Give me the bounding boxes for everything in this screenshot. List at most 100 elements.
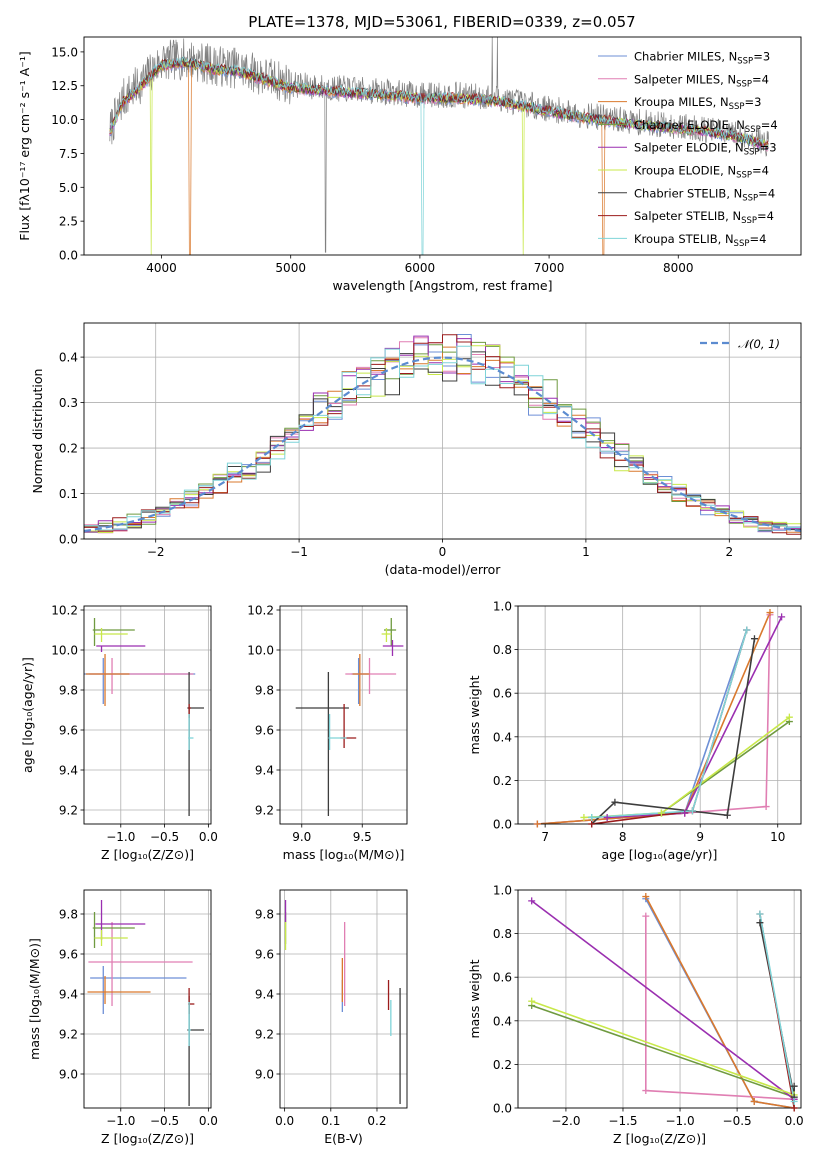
errorbar-point-7 (340, 704, 357, 748)
x-tick-label: 8 (619, 830, 627, 844)
errorbar-point-1 (88, 922, 193, 1006)
x-tick-label: 9.5 (353, 830, 372, 844)
y-tick-label: 9.6 (59, 724, 78, 738)
series-marker-2 (750, 1097, 758, 1105)
x-tick-label: 0 (439, 545, 447, 559)
y-tick-label: 9.2 (255, 804, 274, 818)
y-tick-label: 9.8 (59, 684, 78, 698)
legend-eq: = (760, 141, 770, 155)
legend-sep: , (726, 186, 733, 200)
series-marker-6 (750, 635, 758, 643)
x-tick-label: 10 (770, 830, 785, 844)
x-tick-label: −1.0 (106, 1114, 135, 1128)
axes-frame-spectrum (83, 36, 802, 256)
legend-nssp-sub: SSP (745, 125, 761, 135)
errorbar-point-0 (84, 658, 196, 704)
legend-nssp-value: 4 (768, 186, 775, 200)
grid-age-vs-Z (84, 606, 211, 824)
y-tick-label: 2.5 (59, 215, 78, 229)
legend-nssp-prefix: N (720, 95, 729, 109)
x-tick-label: 7000 (534, 261, 565, 275)
y-tick-label: 9.6 (255, 948, 274, 962)
y-tick-label: 0.2 (493, 1058, 512, 1072)
x-tick-label: −1.0 (106, 830, 135, 844)
axes-frame-age-vs-mass (279, 605, 408, 825)
x-axis-label: Z [log₁₀(Z/Z⊙)] (613, 1131, 706, 1146)
errorbar-point-6 (187, 996, 204, 1106)
legend-nssp-prefix: N (735, 141, 744, 155)
series-marker-6 (756, 919, 764, 927)
legend-entry: Kroupa ELODIE, NSSP=4 (634, 164, 769, 181)
y-tick-label: 0.6 (493, 687, 512, 701)
legend-eq: = (749, 232, 759, 246)
series-marker-6 (790, 1082, 798, 1090)
residual-histogram-5 (84, 344, 801, 533)
legend-eq: = (758, 186, 768, 200)
chart-residuals: −2 −1 0 1 2 0.0 0.1 0.2 0.3 0.4 (data-model)/error… (30, 322, 802, 577)
y-tick-label: 9.8 (255, 684, 274, 698)
series-line-0 (537, 629, 748, 824)
grid-mass-vs-Z (84, 890, 211, 1108)
residual-histogram-8 (84, 345, 801, 532)
series-line-2 (645, 896, 795, 1108)
x-tick-label: 2 (725, 545, 733, 559)
residual-histogram-3 (84, 341, 801, 533)
errorbar-point-2 (87, 976, 151, 1004)
plot-area-residuals (84, 334, 801, 535)
legend-eq: = (744, 95, 754, 109)
series-marker-8 (790, 1097, 798, 1105)
x-tick-label: 5000 (275, 261, 306, 275)
grid-mass-vs-EBV (280, 890, 407, 1108)
legend-nssp-prefix: N (727, 164, 736, 178)
x-tick-label: −0.5 (150, 830, 179, 844)
legend-model-name: Kroupa MILES (634, 95, 713, 109)
model-spectrum-3 (109, 58, 769, 149)
series-marker-2 (533, 820, 541, 828)
series-line-6 (591, 638, 756, 824)
y-axis-label: mass weight (467, 959, 482, 1038)
x-tick-label: −2 (147, 545, 165, 559)
legend-nssp-sub: SSP (744, 148, 760, 158)
errorbar-point-4 (96, 645, 146, 652)
series-marker-8 (756, 910, 764, 918)
series-marker-4 (603, 813, 611, 821)
x-tick-label: 0.2 (367, 1114, 386, 1128)
errorbar-point-5 (94, 628, 128, 642)
legend-entry: Salpeter MILES, NSSP=4 (634, 72, 769, 89)
legend-nssp-value: 4 (770, 118, 777, 132)
figure-title: PLATE=1378, MJD=53061, FIBERID=0339, z=0… (248, 13, 635, 31)
x-tick-label: 1 (582, 545, 590, 559)
series-marker-1 (642, 912, 650, 920)
y-tick-label: 0.4 (493, 1014, 512, 1028)
legend-model-name: Kroupa ELODIE (634, 164, 720, 178)
series-marker-1 (642, 1087, 650, 1095)
plot-area-age-vs-mass (295, 618, 404, 816)
series-marker-5 (657, 809, 665, 817)
series-marker-4 (681, 809, 689, 817)
x-tick-label: 7 (541, 830, 549, 844)
x-axis-label: Z [log₁₀(Z/Z⊙)] (101, 1131, 194, 1146)
errorbar-point-8 (188, 1002, 191, 1046)
legend-sep: , (728, 141, 735, 155)
residual-histogram-2 (84, 346, 801, 533)
legend-nssp-value: 3 (769, 141, 776, 155)
grid-age-vs-mass (280, 606, 407, 824)
chart-age-vs-Z: −1.0 −0.5 0.0 9.2 9.4 9.6 9.8 10.0 10.2 Z [log₁₀(… (20, 604, 218, 863)
legend-nssp-value: 4 (762, 72, 769, 86)
y-tick-label: 9.2 (59, 1028, 78, 1042)
legend-model-name: Salpeter STELIB (634, 209, 725, 223)
y-axis-label: Normed distribution (30, 369, 45, 494)
y-tick-label: 9.4 (255, 764, 274, 778)
y-axis-label: Flux [fλ10⁻¹⁷ erg cm⁻² s⁻¹ A⁻¹] (17, 51, 32, 240)
y-tick-label: 0.8 (493, 643, 512, 657)
x-tick-label: 9 (696, 830, 704, 844)
legend-model-name: Kroupa STELIB (634, 232, 718, 246)
legend-sep: , (713, 95, 720, 109)
series-marker-5 (580, 813, 588, 821)
x-tick-label: −1 (290, 545, 308, 559)
y-tick-label: 9.0 (255, 1068, 274, 1082)
plot-area-mass-vs-Z (87, 900, 204, 1106)
errorbar-point-3 (92, 912, 135, 948)
chart-mass-weight-vs-age: 7 8 9 10 0.0 0.2 0.4 0.6 0.8 1.0 age [log₁₀(age/yr… (467, 600, 802, 862)
